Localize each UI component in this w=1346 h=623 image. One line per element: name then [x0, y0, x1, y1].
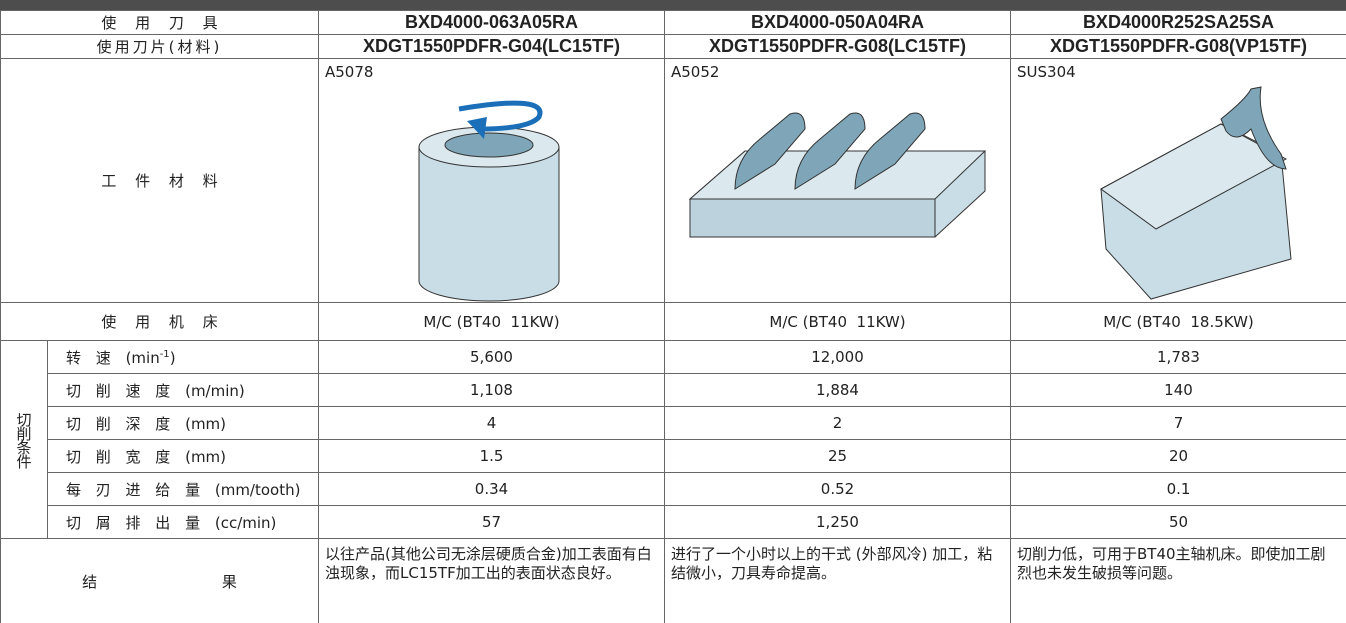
- cell: M/C (BT40 11KW): [318, 302, 665, 341]
- material: SUS304: [1017, 63, 1076, 81]
- row: 使 用 机 床 M/C (BT40 11KW) M/C (BT40 11KW) …: [0, 302, 1346, 341]
- label: 切 削 宽 度: [66, 447, 171, 466]
- cell: 切削力低，可用于BT40主轴机床。即使加工剧烈也未发生破损等问题。: [1010, 538, 1346, 623]
- cell: BXD4000-050A04RA: [664, 10, 1011, 35]
- condition-label: 转 速 (min-1): [47, 340, 319, 374]
- label: 使 用 刀 具: [101, 14, 218, 32]
- label: 每 刃 进 给 量: [66, 480, 201, 499]
- cell: 使 用 刀 具: [0, 10, 319, 35]
- row: 结 果 以往产品(其他公司无涂层硬质合金)加工表面有白浊现象，而LC15TF加工…: [0, 538, 1346, 623]
- cell: M/C (BT40 18.5KW): [1010, 302, 1346, 341]
- unit: (cc/min): [214, 513, 277, 532]
- value-cell: 7: [1010, 406, 1346, 440]
- cell: 结 果: [0, 538, 319, 623]
- curved-block-illustration: [1100, 86, 1292, 300]
- label: 转 速: [66, 348, 111, 367]
- row: 每 刃 进 给 量 (mm/tooth) 0.34 0.52 0.1: [1, 472, 1346, 506]
- unit: (m/min): [185, 381, 245, 400]
- value-cell: 1,783: [1010, 340, 1346, 374]
- cell: 进行了一个小时以上的干式 (外部风冷) 加工，粘结微小，刀具寿命提高。: [664, 538, 1011, 623]
- row: 使 用 刀 具 BXD4000-063A05RA BXD4000-050A04R…: [0, 10, 1346, 35]
- value-cell: 0.52: [664, 472, 1011, 506]
- cell: 以往产品(其他公司无涂层硬质合金)加工表面有白浊现象，而LC15TF加工出的表面…: [318, 538, 665, 623]
- value-cell: 1,250: [664, 505, 1011, 539]
- cell: XDGT1550PDFR-G08(VP15TF): [1010, 34, 1346, 59]
- value-cell: 20: [1010, 439, 1346, 473]
- value-cell: 57: [318, 505, 665, 539]
- label: 工 件 材 料: [101, 172, 218, 190]
- cell: 工 件 材 料: [0, 58, 319, 303]
- row: 切 屑 排 出 量 (cc/min) 57 1,250 50: [1, 505, 1346, 539]
- conditions: 切削条件转 速 (min-1) 5,600 12,000 1,783 切 削 速 度 (…: [0, 340, 1346, 539]
- cylinder-illustration: [418, 100, 560, 302]
- condition-label: 切 屑 排 出 量 (cc/min): [47, 505, 319, 539]
- value-cell: 5,600: [318, 340, 665, 374]
- condition-label: 切 削 深 度 (mm): [47, 406, 319, 440]
- cell: M/C (BT40 11KW): [664, 302, 1011, 341]
- unit: (min: [125, 348, 160, 367]
- material: A5078: [325, 63, 374, 81]
- cell: SUS304: [1010, 58, 1346, 303]
- label: 使 用 机 床: [101, 313, 218, 331]
- cell: BXD4000R252SA25SA: [1010, 10, 1346, 35]
- label: 结 果: [82, 572, 237, 591]
- group-cell: 切削条件: [0, 340, 48, 539]
- row: 切削条件转 速 (min-1) 5,600 12,000 1,783: [0, 340, 1346, 539]
- value-cell: 0.1: [1010, 472, 1346, 506]
- cell: 使 用 机 床: [0, 302, 319, 341]
- cell: BXD4000-063A05RA: [318, 10, 665, 35]
- label: 切 削 速 度: [66, 381, 171, 400]
- value-cell: 0.34: [318, 472, 665, 506]
- cell: A5078: [318, 58, 665, 303]
- unit: (mm): [185, 414, 227, 433]
- condition-label: 每 刃 进 给 量 (mm/tooth): [47, 472, 319, 506]
- value-cell: 4: [318, 406, 665, 440]
- row: 工 件 材 料 A5078 A5052 SUS304: [0, 58, 1346, 303]
- grooved-block-illustration: [688, 112, 987, 238]
- results-table: 使 用 刀 具 BXD4000-063A05RA BXD4000-050A04R…: [0, 10, 1346, 623]
- cell: XDGT1550PDFR-G04(LC15TF): [318, 34, 665, 59]
- value-cell: 2: [664, 406, 1011, 440]
- unit: (mm/tooth): [214, 480, 301, 499]
- material: A5052: [671, 63, 720, 81]
- unit-sup: -1: [159, 348, 170, 360]
- condition-label: 切 削 宽 度 (mm): [47, 439, 319, 473]
- value-cell: 1,108: [318, 373, 665, 407]
- unit: (mm): [185, 447, 227, 466]
- row: 切 削 宽 度 (mm) 1.5 25 20: [1, 439, 1346, 473]
- label: 切 削 深 度: [66, 414, 171, 433]
- value-cell: 1.5: [318, 439, 665, 473]
- cell: A5052: [664, 58, 1011, 303]
- value-cell: 12,000: [664, 340, 1011, 374]
- value-cell: 1,884: [664, 373, 1011, 407]
- label: 切 屑 排 出 量: [66, 513, 201, 532]
- value-cell: 50: [1010, 505, 1346, 539]
- unit-end: ): [169, 348, 176, 367]
- row: 使用刀片(材料) XDGT1550PDFR-G04(LC15TF) XDGT15…: [0, 34, 1346, 59]
- value-cell: 140: [1010, 373, 1346, 407]
- condition-label: 切 削 速 度 (m/min): [47, 373, 319, 407]
- row: 切 削 速 度 (m/min) 1,108 1,884 140: [1, 373, 1346, 407]
- row: 切 削 深 度 (mm) 4 2 7: [1, 406, 1346, 440]
- cell: XDGT1550PDFR-G08(LC15TF): [664, 34, 1011, 59]
- cell: 使用刀片(材料): [0, 34, 319, 59]
- top-bar: [0, 0, 1346, 10]
- value-cell: 25: [664, 439, 1011, 473]
